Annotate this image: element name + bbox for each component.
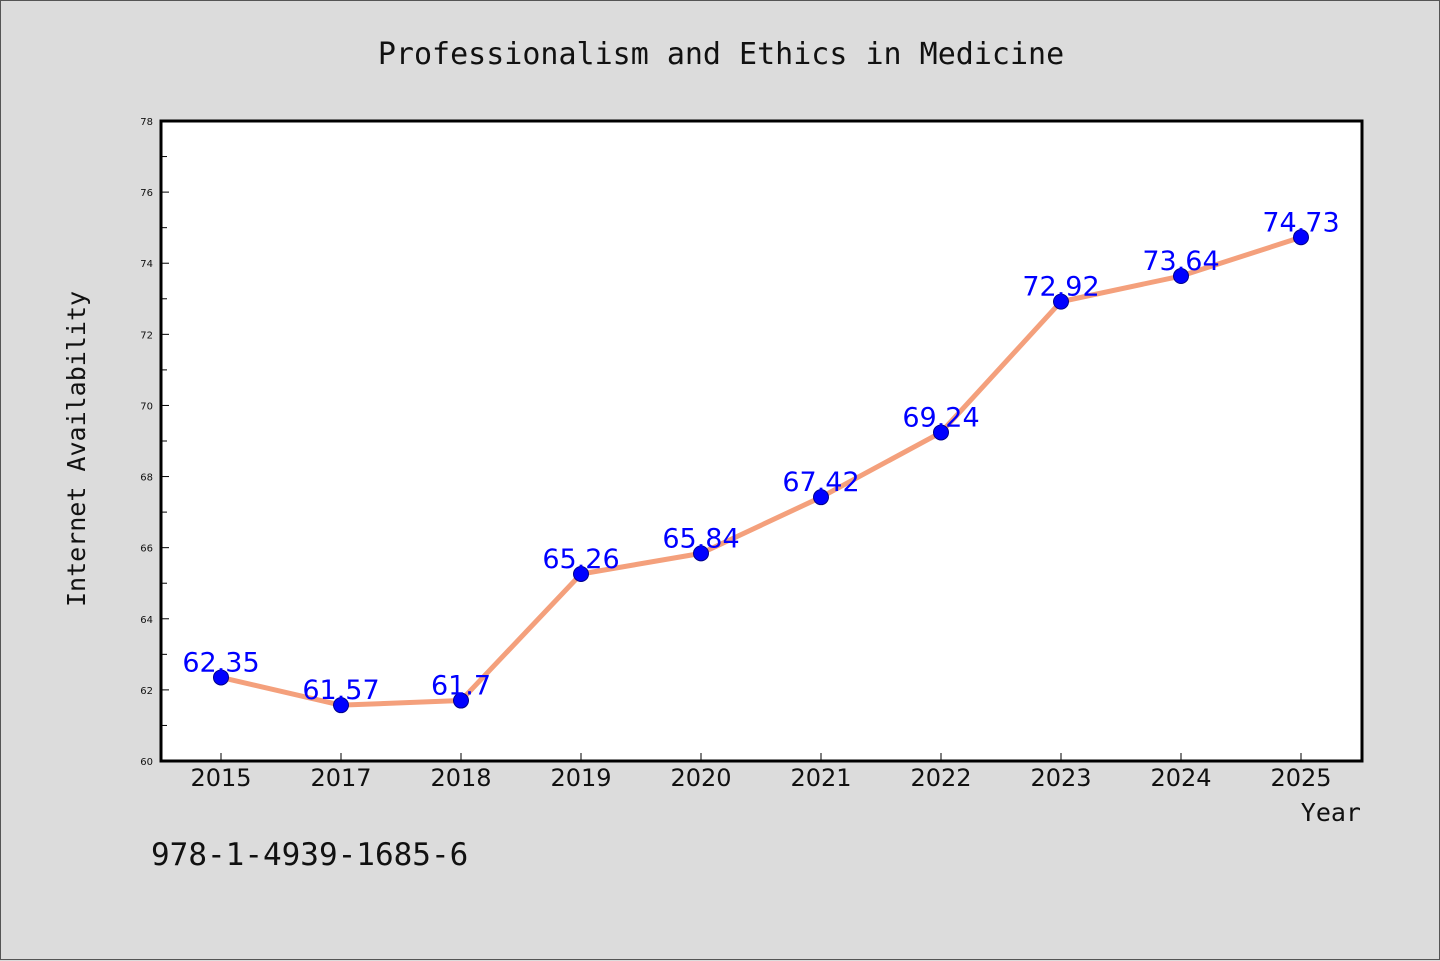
x-tick-label: 2019 bbox=[550, 764, 611, 792]
y-tick-label: 68 bbox=[140, 473, 153, 484]
data-point-marker bbox=[813, 489, 829, 506]
data-point-label: 73.64 bbox=[1142, 246, 1219, 277]
x-tick-label: 2021 bbox=[790, 764, 851, 792]
y-tick-label: 64 bbox=[140, 615, 153, 626]
y-tick-label: 70 bbox=[140, 401, 153, 412]
x-tick-label: 2023 bbox=[1030, 764, 1091, 792]
x-tick-label: 2017 bbox=[310, 764, 371, 792]
data-point-marker bbox=[573, 565, 589, 582]
x-tick-label: 2018 bbox=[430, 764, 491, 792]
data-point-marker bbox=[933, 424, 949, 441]
data-point-label: 74.73 bbox=[1262, 207, 1339, 238]
data-point-label: 61.57 bbox=[302, 675, 379, 706]
x-tick-label: 2025 bbox=[1270, 764, 1331, 792]
y-tick-label: 74 bbox=[140, 259, 153, 270]
data-point-label: 72.92 bbox=[1022, 272, 1099, 303]
x-tick-label: 2024 bbox=[1150, 764, 1211, 792]
data-point-label: 61.7 bbox=[431, 671, 491, 702]
x-tick-label: 2022 bbox=[910, 764, 971, 792]
x-tick-label: 2015 bbox=[190, 764, 251, 792]
data-point-marker bbox=[333, 697, 349, 714]
y-tick-label: 76 bbox=[140, 188, 153, 199]
data-point-marker bbox=[453, 692, 469, 709]
y-tick-label: 60 bbox=[140, 757, 153, 768]
series-line-group: 62.35 61.57 61.7 65.26 65.84 67.42 69.24 72.92 7… bbox=[182, 207, 1340, 714]
isbn-footer-text: 978-1-4939-1685-6 bbox=[151, 837, 468, 873]
data-point-label: 65.84 bbox=[662, 523, 739, 554]
data-point-marker bbox=[213, 669, 229, 686]
data-point-marker bbox=[693, 545, 709, 562]
y-tick-label: 66 bbox=[140, 544, 153, 555]
y-tick-label: 62 bbox=[140, 686, 153, 697]
x-tick-label: 2020 bbox=[670, 764, 731, 792]
data-point-marker bbox=[1053, 293, 1069, 310]
data-point-marker bbox=[1173, 268, 1189, 285]
y-tick-label: 72 bbox=[140, 330, 153, 341]
y-tick-label: 78 bbox=[140, 117, 153, 128]
data-point-label: 65.26 bbox=[542, 544, 619, 575]
x-axis: 2015 2017 2018 2019 2020 2021 2022 2023 2024 2025 bbox=[190, 753, 1332, 792]
data-point-label: 67.42 bbox=[782, 467, 859, 498]
plot-area bbox=[159, 119, 1364, 763]
series-line bbox=[220, 234, 1302, 708]
data-point-label: 69.24 bbox=[902, 402, 979, 433]
x-axis-label: Year bbox=[1301, 798, 1361, 827]
data-point-label: 62.35 bbox=[182, 647, 259, 678]
y-axis-label: Internet Availability bbox=[62, 291, 91, 607]
y-axis: 60 62 64 66 68 70 72 74 76 78 bbox=[140, 117, 169, 768]
chart-title: Professionalism and Ethics in Medicine bbox=[378, 37, 1064, 72]
data-point-marker bbox=[1293, 229, 1309, 246]
